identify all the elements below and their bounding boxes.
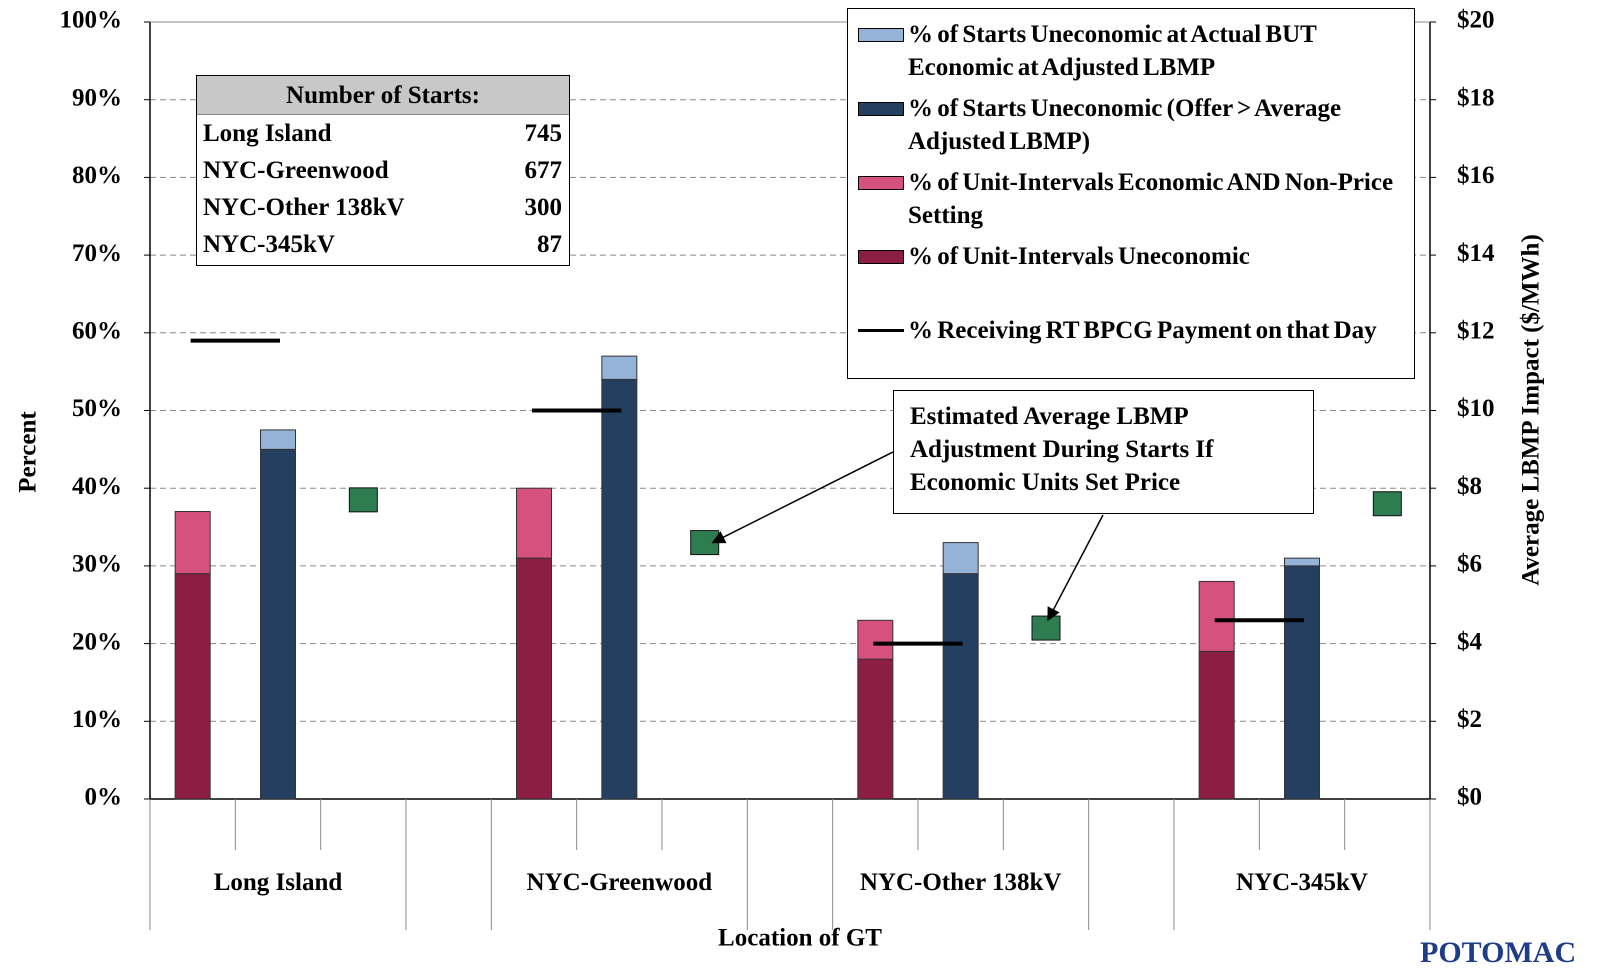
legend-label: % Receiving RT BPCG Payment on that Day — [908, 317, 1377, 344]
legend-swatch — [858, 176, 904, 190]
bar-segment — [857, 658, 894, 800]
legend-entry: % of Unit-Intervals Uneconomic — [848, 240, 1414, 314]
inset-title: Number of Starts: — [197, 76, 569, 115]
x-tick-label: NYC-Greenwood — [526, 869, 713, 896]
legend-label: % of Unit-Intervals Economic AND Non-Pri… — [908, 169, 1394, 229]
y2-tick-label: $6 — [1457, 551, 1482, 578]
bar-segment — [942, 573, 979, 800]
inset-row: NYC-Other 138kV 300 — [197, 189, 569, 226]
x-axis-title: Location of GT — [718, 925, 882, 952]
bar-segment — [1284, 557, 1320, 567]
lbmp-marker — [348, 487, 378, 513]
legend-entry: % of Starts Uneconomic at Actual BUT Eco… — [848, 18, 1414, 92]
y-tick-label: 30% — [72, 551, 122, 578]
legend-swatch — [858, 102, 904, 116]
bar-segment — [516, 557, 552, 800]
y2-tick-label: $12 — [1457, 318, 1495, 345]
legend-entry: % of Starts Uneconomic (Offer > Average … — [848, 92, 1414, 166]
legend: % of Starts Uneconomic at Actual BUT Eco… — [847, 8, 1415, 379]
annotation-arrow — [711, 451, 894, 544]
annotation-arrow — [1047, 514, 1104, 622]
legend-swatch — [858, 28, 904, 42]
y2-tick-label: $4 — [1457, 628, 1483, 655]
bar-segment — [174, 511, 211, 575]
bar-segment — [516, 487, 552, 559]
y2-tick-label: $20 — [1457, 7, 1495, 34]
y-tick-label: 50% — [72, 395, 122, 422]
inset-name: NYC-Greenwood — [203, 157, 389, 184]
legend-label: % of Starts Uneconomic (Offer > Average … — [908, 95, 1342, 155]
inset-value: 87 — [537, 231, 562, 258]
y-tick-label: 10% — [72, 706, 122, 733]
legend-swatch — [858, 250, 904, 264]
inset-name: Long Island — [203, 120, 332, 147]
inset-row: NYC-345kV 87 — [197, 226, 569, 263]
bar-segment — [260, 448, 296, 800]
y-tick-label: 60% — [72, 318, 122, 345]
bar-segment — [174, 573, 211, 800]
y-tick-label: 40% — [72, 473, 122, 500]
y-axis-title: Percent — [15, 411, 42, 493]
y2-tick-label: $18 — [1457, 84, 1495, 111]
y2-axis-title: Average LBMP Impact ($/MWh) — [1518, 234, 1545, 586]
legend-entry: % Receiving RT BPCG Payment on that Day — [848, 314, 1414, 388]
bar-segment — [1198, 650, 1235, 800]
y2-tick-label: $16 — [1457, 162, 1495, 189]
y2-tick-label: $0 — [1457, 784, 1482, 811]
y2-tick-label: $14 — [1457, 240, 1495, 267]
y-tick-label: 0% — [85, 784, 123, 811]
inset-row: NYC-Greenwood 677 — [197, 152, 569, 189]
inset-name: NYC-345kV — [203, 231, 335, 258]
y-tick-label: 90% — [72, 84, 122, 111]
y2-tick-label: $8 — [1457, 473, 1482, 500]
bar-segment — [1198, 580, 1235, 652]
inset-value: 677 — [524, 157, 563, 184]
inset-value: 745 — [524, 120, 563, 147]
inset-table: Number of Starts: Long Island 745 NYC-Gree… — [196, 75, 570, 266]
lbmp-marker — [1372, 491, 1402, 517]
y-tick-label: 80% — [72, 162, 122, 189]
bar-segment — [601, 378, 638, 800]
legend-label: % of Starts Uneconomic at Actual BUT Eco… — [908, 21, 1317, 81]
lbmp-marker — [1031, 615, 1061, 641]
y2-tick-label: $2 — [1457, 706, 1482, 733]
y-tick-label: 100% — [60, 7, 123, 34]
bar-segment — [260, 429, 296, 450]
y2-tick-label: $10 — [1457, 395, 1495, 422]
bar-segment — [857, 619, 894, 660]
legend-entry: % of Unit-Intervals Economic AND Non-Pri… — [848, 166, 1414, 240]
y-tick-label: 70% — [72, 240, 122, 267]
legend-label: % of Unit-Intervals Uneconomic — [908, 243, 1250, 270]
logo: POTOMAC — [1420, 936, 1576, 969]
x-tick-label: Long Island — [213, 869, 343, 896]
inset-name: NYC-Other 138kV — [203, 194, 405, 221]
annotation: Estimated Average LBMP Adjustment During… — [893, 390, 1314, 514]
bar-segment — [942, 542, 979, 575]
bar-segment — [601, 355, 638, 380]
y-tick-label: 20% — [72, 628, 122, 655]
x-tick-label: NYC-345kV — [1236, 869, 1368, 896]
inset-row: Long Island 745 — [197, 115, 569, 152]
legend-swatch — [858, 329, 904, 332]
bar-segment — [1284, 565, 1320, 800]
x-tick-label: NYC-Other 138kV — [859, 869, 1062, 896]
lbmp-marker — [690, 530, 720, 556]
inset-value: 300 — [524, 194, 563, 221]
